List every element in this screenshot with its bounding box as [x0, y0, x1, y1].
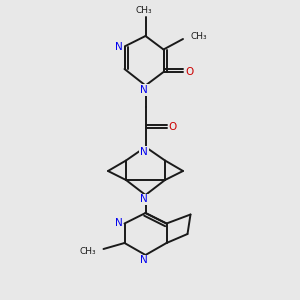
Text: N: N — [140, 194, 148, 205]
Text: N: N — [140, 85, 148, 95]
Text: O: O — [185, 67, 194, 77]
Text: CH₃: CH₃ — [136, 6, 152, 15]
Text: N: N — [140, 255, 148, 266]
Text: CH₃: CH₃ — [80, 248, 96, 256]
Text: N: N — [140, 146, 148, 157]
Text: N: N — [115, 41, 123, 52]
Text: CH₃: CH₃ — [190, 32, 207, 41]
Text: N: N — [115, 218, 122, 229]
Text: O: O — [168, 122, 177, 133]
